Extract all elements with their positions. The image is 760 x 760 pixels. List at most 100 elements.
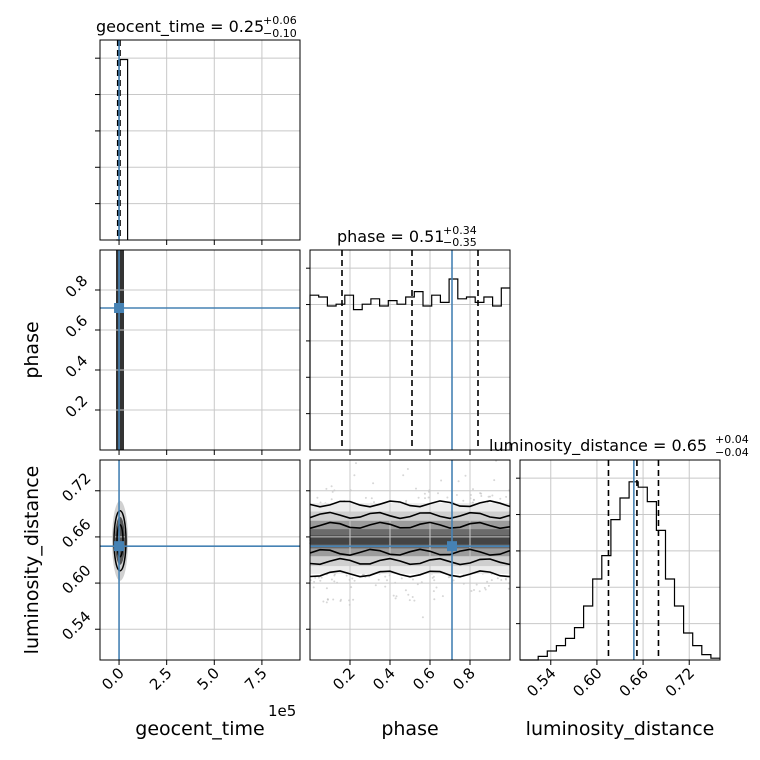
- sample-point: [507, 587, 510, 590]
- sample-point: [493, 479, 496, 482]
- sample-point: [345, 574, 348, 577]
- sample-point: [330, 498, 333, 501]
- sample-point: [473, 589, 475, 591]
- sample-point: [314, 576, 317, 579]
- sample-point: [480, 495, 483, 497]
- y-tick-label: 0.4: [62, 352, 92, 382]
- sample-point: [496, 577, 499, 580]
- y-tick-label: 0.66: [58, 515, 94, 551]
- sample-point: [505, 578, 507, 581]
- x-tick-label: 0.4: [369, 664, 399, 694]
- y-axis-label-phase: phase: [21, 321, 43, 378]
- sample-point: [402, 474, 405, 477]
- grid-layer: [100, 40, 720, 660]
- sample-point: [330, 578, 333, 581]
- sample-point: [505, 495, 508, 498]
- sample-point: [427, 496, 430, 499]
- sample-point: [412, 578, 414, 581]
- sample-point: [319, 579, 322, 582]
- truth-layer: [100, 40, 635, 660]
- y-tick-label: 0.72: [58, 469, 94, 505]
- x-tick-label: 0.0: [98, 664, 128, 694]
- title-phase-sub: −0.35: [443, 236, 477, 249]
- x-tick-label: 0.72: [662, 664, 698, 700]
- x-axis-label-phase: phase: [381, 718, 438, 740]
- sample-point: [499, 497, 502, 500]
- y-tick-label: 0.54: [58, 607, 94, 643]
- sample-point: [330, 485, 333, 488]
- panel-frame: [309, 249, 511, 451]
- sample-point: [424, 497, 426, 500]
- title-geocent-time: geocent_time = 0.25: [96, 17, 264, 37]
- sample-point: [317, 576, 320, 579]
- sample-point: [479, 492, 482, 495]
- x-tick-label: 0.6: [409, 664, 439, 694]
- sample-point: [478, 590, 481, 593]
- x-tick-label: 0.66: [616, 664, 652, 700]
- sample-point: [386, 579, 388, 582]
- sample-point: [483, 586, 486, 589]
- contour-line: [309, 557, 511, 566]
- truth-marker: [114, 541, 125, 552]
- sample-point: [432, 590, 435, 593]
- sample-point: [484, 588, 487, 591]
- sample-point: [400, 577, 403, 580]
- sample-point: [326, 598, 329, 601]
- x-tick-label: 5.0: [194, 664, 224, 694]
- x-tick-label: 0.54: [523, 664, 559, 700]
- sample-point: [351, 577, 354, 580]
- x-tick-label: 2.5: [146, 664, 176, 694]
- sample-point: [441, 595, 444, 598]
- sample-point: [500, 579, 503, 581]
- title-geocent-time-sup: +0.06: [263, 14, 297, 27]
- sample-point: [384, 575, 387, 578]
- sample-point: [411, 596, 414, 598]
- panel-frame: [99, 39, 301, 241]
- title-luminosity-distance-sup: +0.04: [715, 433, 749, 446]
- sample-point: [320, 576, 323, 579]
- title-luminosity-distance: luminosity_distance = 0.65: [489, 436, 707, 456]
- sample-point: [457, 480, 460, 483]
- sample-point: [433, 598, 436, 601]
- x-tick-label: 0.2: [329, 664, 359, 694]
- sample-point: [462, 499, 465, 502]
- sample-point: [372, 482, 375, 485]
- sample-point: [435, 586, 438, 589]
- contour-line: [309, 511, 511, 520]
- sample-point: [322, 600, 325, 603]
- sample-point: [404, 589, 407, 592]
- sample-point: [452, 579, 455, 582]
- sample-point: [373, 501, 375, 504]
- sample-point: [427, 490, 430, 493]
- sample-point: [417, 496, 420, 499]
- sample-point: [374, 584, 377, 587]
- sample-point: [487, 584, 490, 587]
- sample-point: [355, 462, 357, 465]
- sample-point: [416, 583, 419, 586]
- panel-frame: [309, 459, 511, 661]
- sample-point: [408, 599, 411, 602]
- contour-ellipse: [116, 524, 124, 558]
- sample-point: [472, 488, 474, 491]
- sample-point: [395, 595, 398, 598]
- sample-point: [352, 598, 355, 601]
- sample-point: [339, 600, 342, 602]
- contour-line: [309, 521, 511, 530]
- sample-point: [325, 487, 328, 490]
- density-strip-phase: [116, 250, 124, 450]
- sample-point: [455, 494, 458, 496]
- sample-point: [437, 492, 439, 495]
- sample-point: [486, 580, 489, 583]
- title-luminosity-distance-sub: −0.04: [715, 446, 749, 459]
- sample-point: [350, 586, 353, 589]
- panel-frame: [99, 459, 301, 661]
- sample-point: [407, 593, 410, 596]
- sample-point: [316, 496, 319, 499]
- sample-point: [353, 579, 356, 582]
- x-tick-label: 0.8: [449, 664, 479, 694]
- sample-point: [440, 479, 443, 482]
- x-tick-label: 7.5: [241, 664, 271, 694]
- contour-line: [309, 499, 511, 508]
- x-axis-label-luminosity-distance: luminosity_distance: [526, 718, 715, 740]
- sample-point: [475, 583, 478, 586]
